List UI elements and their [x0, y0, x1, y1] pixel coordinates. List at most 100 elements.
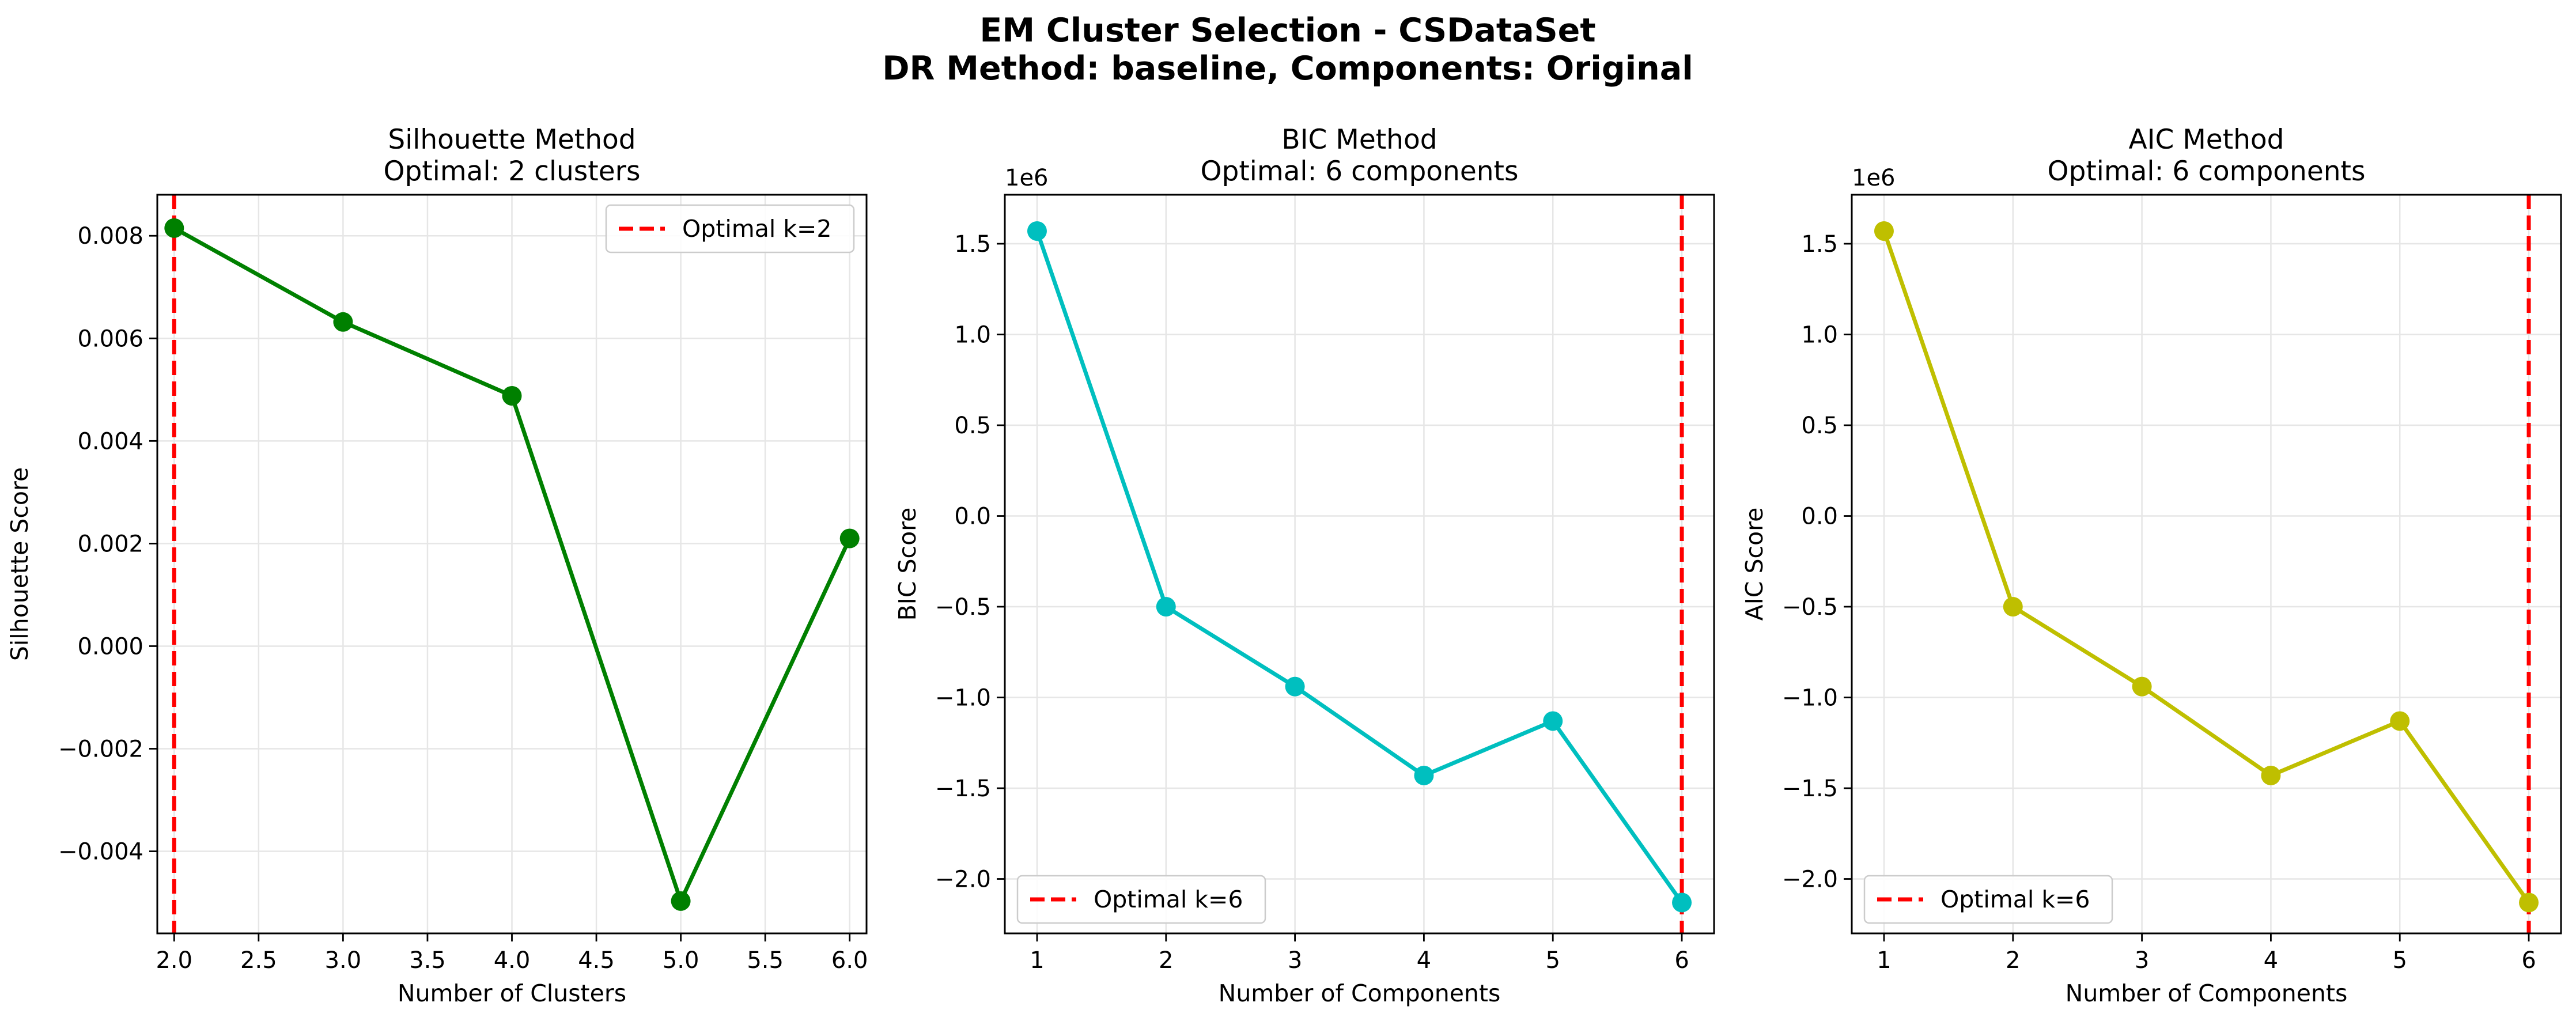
chart-3-y-tick-label-4: 0.0 [1801, 504, 1838, 530]
chart-1-point-0 [164, 218, 184, 238]
chart-2-point-5 [1672, 892, 1692, 913]
chart-2-y-offset-text: 1e6 [1005, 165, 1049, 191]
chart-2-y-tick-label-7: 1.5 [954, 231, 991, 258]
chart-1-x-tick-label-1: 2.5 [240, 947, 277, 974]
chart-3-y-offset-text: 1e6 [1852, 165, 1896, 191]
chart-2-grid [1005, 195, 1714, 933]
chart-1-x-axis-label: Number of Clusters [398, 979, 626, 1007]
chart-3-point-1 [2003, 597, 2023, 617]
chart-1-plot-area [164, 195, 860, 933]
chart-1-point-1 [333, 312, 353, 332]
chart-2-x-tick-label-1: 2 [1159, 947, 1173, 974]
chart-3-axes-frame [1851, 194, 2562, 935]
chart-2-legend: Optimal k=6 [1016, 875, 1266, 924]
chart-2-x-tick-label-3: 4 [1417, 947, 1431, 974]
chart-2-x-axis-label: Number of Components [1219, 979, 1501, 1007]
chart-3-x-tick-label-2: 3 [2135, 947, 2149, 974]
chart-3-point-3 [2261, 765, 2281, 785]
chart-3-legend: Optimal k=6 [1863, 875, 2113, 924]
chart-2-x-tick-label-4: 5 [1546, 947, 1560, 974]
figure-title-line-2: DR Method: baseline, Components: Origina… [882, 50, 1693, 88]
chart-3-x-tick-label-5: 6 [2521, 947, 2536, 974]
chart-1-y-tick-label-5: 0.006 [77, 326, 143, 352]
chart-3-x-tick-label-0: 1 [1877, 947, 1891, 974]
chart-1-x-tick-label-7: 5.5 [747, 947, 784, 974]
chart-1-y-tick-label-6: 0.008 [77, 223, 143, 249]
chart-1-point-4 [839, 528, 860, 549]
chart-1-x-tick-label-2: 3.0 [325, 947, 362, 974]
chart-2-point-3 [1414, 765, 1434, 785]
chart-3-y-tick-label-7: 1.5 [1801, 231, 1838, 258]
chart-3-legend-label: Optimal k=6 [1940, 886, 2090, 913]
chart-3-point-0 [1874, 221, 1894, 241]
chart-3-x-axis-label: Number of Components [2066, 979, 2348, 1007]
chart-3-point-2 [2132, 676, 2152, 697]
chart-2-legend-box [1016, 875, 1266, 924]
chart-1-y-axis-label: Silhouette Score [6, 467, 33, 661]
chart-3-x-tick-label-1: 2 [2006, 947, 2020, 974]
chart-2-point-0 [1027, 221, 1047, 241]
chart-2-axes-frame [1004, 194, 1715, 935]
chart-2-x-tick-label-0: 1 [1030, 947, 1044, 974]
chart-3-y-tick-label-2: −1.0 [1782, 685, 1838, 712]
chart-1-x-tick-label-4: 4.0 [494, 947, 531, 974]
chart-2-y-tick-label-1: −1.5 [935, 776, 991, 802]
chart-1-x-tick-label-5: 4.5 [578, 947, 615, 974]
chart-1-x-tick-label-0: 2.0 [156, 947, 192, 974]
chart-2-series-line [1035, 229, 1684, 905]
chart-2-y-tick-label-5: 0.5 [954, 413, 991, 439]
chart-3-series-line [1882, 229, 2531, 905]
figure-title-line-1: EM Cluster Selection - CSDataSet [979, 12, 1595, 50]
chart-1-y-tick-label-3: 0.002 [77, 531, 143, 557]
chart-3-y-axis-label: AIC Score [1741, 508, 1768, 621]
chart-2-title-line-2: Optimal: 6 components [1201, 156, 1519, 187]
chart-3-title-line-1: AIC Method [2128, 124, 2284, 156]
chart-1-legend-label: Optimal k=2 [682, 215, 831, 243]
chart-3-title-line-2: Optimal: 6 components [2048, 156, 2366, 187]
chart-3-y-tick-label-5: 0.5 [1801, 413, 1838, 439]
chart-2-y-tick-label-6: 1.0 [954, 322, 991, 349]
chart-1-y-tick-label-2: 0.000 [77, 633, 143, 660]
chart-2-point-4 [1543, 711, 1563, 731]
chart-2-point-2 [1285, 676, 1305, 697]
chart-1-title-line-2: Optimal: 2 clusters [384, 156, 641, 187]
chart-3-x-tick-label-4: 5 [2393, 947, 2407, 974]
chart-1-point-3 [671, 891, 691, 911]
chart-1-title-line-1: Silhouette Method [388, 124, 636, 156]
chart-2-y-tick-label-4: 0.0 [954, 504, 991, 530]
chart-3-y-tick-label-0: −2.0 [1782, 867, 1838, 893]
chart-1-y-tick-label-0: −0.004 [58, 839, 143, 865]
chart-3-y-tick-label-1: −1.5 [1782, 776, 1838, 802]
chart-2-point-1 [1156, 597, 1176, 617]
chart-1-x-tick-label-3: 3.5 [409, 947, 446, 974]
chart-2-x-tick-label-5: 6 [1674, 947, 1689, 974]
chart-2-title-line-1: BIC Method [1281, 124, 1437, 156]
chart-2-y-tick-label-0: −2.0 [935, 867, 991, 893]
chart-1-x-tick-label-6: 5.0 [663, 947, 699, 974]
chart-2-y-axis-label: BIC Score [894, 508, 921, 621]
chart-3-legend-box [1863, 875, 2113, 924]
chart-2-y-tick-label-3: −0.5 [935, 594, 991, 621]
chart-1-legend-box [605, 204, 855, 254]
chart-2-y-tick-label-2: −1.0 [935, 685, 991, 712]
chart-1-y-tick-label-1: −0.002 [58, 736, 143, 763]
chart-3-plot-area [1874, 195, 2539, 933]
chart-1-axes-frame [156, 194, 868, 935]
chart-2-x-tick-label-2: 3 [1288, 947, 1302, 974]
chart-3-point-4 [2390, 711, 2410, 731]
chart-1-point-2 [502, 385, 522, 406]
chart-3-point-5 [2519, 892, 2539, 913]
chart-2-legend-label: Optimal k=6 [1094, 886, 1243, 913]
chart-1-x-tick-label-8: 6.0 [831, 947, 868, 974]
chart-3-grid [1852, 195, 2561, 933]
chart-3-y-tick-label-3: −0.5 [1782, 594, 1838, 621]
chart-1-y-tick-label-4: 0.004 [77, 428, 143, 455]
chart-1-legend: Optimal k=2 [605, 204, 855, 254]
chart-2-plot-area [1027, 195, 1692, 933]
